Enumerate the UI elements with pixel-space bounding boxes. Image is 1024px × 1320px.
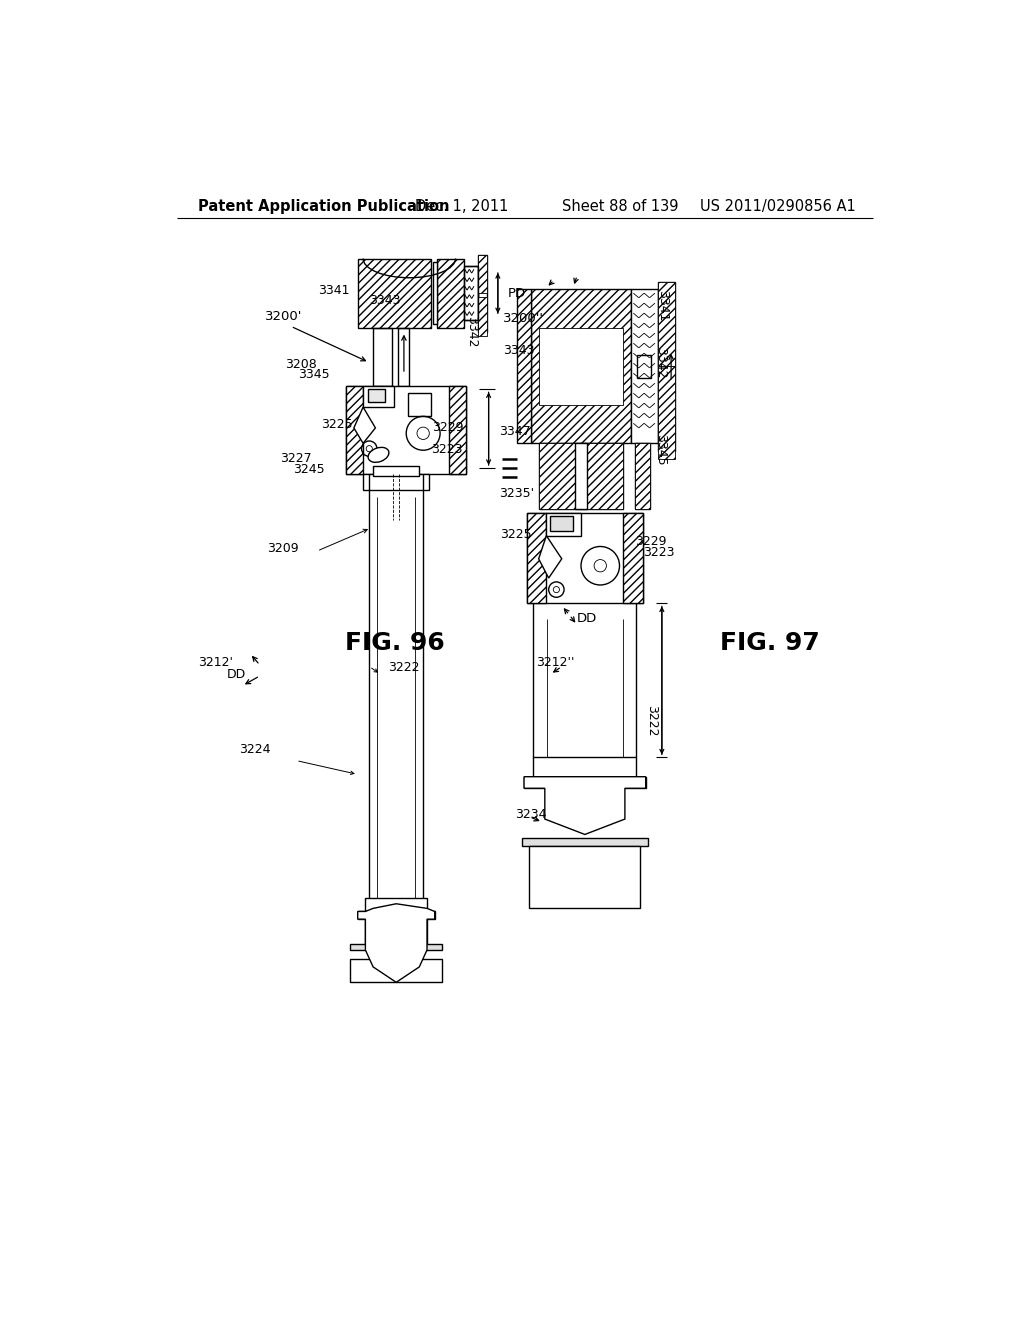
Bar bbox=[547, 512, 581, 536]
Bar bbox=[464, 267, 478, 321]
Bar bbox=[635, 444, 650, 508]
Text: 3347: 3347 bbox=[499, 425, 530, 438]
Text: 3342: 3342 bbox=[654, 347, 668, 379]
Bar bbox=[397, 327, 410, 385]
Bar bbox=[527, 512, 547, 603]
Text: 3342: 3342 bbox=[466, 315, 478, 347]
Polygon shape bbox=[357, 904, 435, 982]
Bar bbox=[539, 444, 624, 508]
Bar bbox=[364, 385, 394, 407]
Bar bbox=[550, 516, 573, 531]
Text: Dec. 1, 2011: Dec. 1, 2011 bbox=[416, 198, 509, 214]
Text: 3235': 3235' bbox=[499, 487, 534, 500]
Bar bbox=[527, 512, 547, 603]
Text: 3224: 3224 bbox=[240, 743, 270, 756]
Bar bbox=[373, 466, 419, 475]
Bar bbox=[366, 898, 427, 911]
Bar bbox=[517, 289, 531, 444]
Bar bbox=[478, 255, 487, 293]
Text: 3212'': 3212'' bbox=[536, 656, 574, 669]
Text: 3222: 3222 bbox=[388, 661, 420, 675]
Text: 3225: 3225 bbox=[500, 528, 531, 541]
Text: US 2011/0290856 A1: US 2011/0290856 A1 bbox=[700, 198, 856, 214]
Text: 3212': 3212' bbox=[198, 656, 233, 669]
Polygon shape bbox=[354, 407, 376, 444]
Text: Patent Application Publication: Patent Application Publication bbox=[199, 198, 450, 214]
Polygon shape bbox=[539, 536, 562, 578]
Bar bbox=[624, 512, 643, 603]
Text: 3227: 3227 bbox=[280, 453, 311, 465]
Bar bbox=[368, 388, 385, 403]
Bar bbox=[478, 255, 487, 331]
Bar bbox=[624, 512, 643, 603]
Text: 3223: 3223 bbox=[431, 444, 463, 455]
Bar bbox=[539, 327, 624, 405]
Text: 3208: 3208 bbox=[285, 358, 316, 371]
Bar bbox=[658, 281, 675, 451]
Text: DD: DD bbox=[578, 612, 597, 626]
Bar bbox=[366, 919, 427, 950]
Text: 3225: 3225 bbox=[321, 418, 352, 432]
Bar bbox=[408, 393, 431, 416]
Ellipse shape bbox=[368, 447, 389, 462]
Text: 3229: 3229 bbox=[432, 421, 464, 434]
Text: FIG. 96: FIG. 96 bbox=[345, 631, 444, 656]
Text: 3341: 3341 bbox=[655, 290, 669, 322]
Text: FIG. 97: FIG. 97 bbox=[720, 631, 819, 656]
Bar bbox=[531, 289, 631, 444]
Bar bbox=[433, 263, 437, 323]
Bar bbox=[346, 385, 364, 474]
Bar bbox=[658, 281, 675, 367]
Bar bbox=[346, 385, 466, 474]
Text: 3223: 3223 bbox=[643, 546, 675, 560]
Text: 3343: 3343 bbox=[503, 345, 535, 358]
Text: 3229: 3229 bbox=[635, 536, 667, 548]
Text: 3343: 3343 bbox=[370, 294, 400, 308]
Bar bbox=[534, 758, 637, 776]
Text: 3209: 3209 bbox=[267, 541, 298, 554]
Bar bbox=[449, 385, 466, 474]
Bar bbox=[478, 297, 487, 335]
Text: 3222: 3222 bbox=[645, 705, 658, 737]
Bar bbox=[531, 289, 631, 444]
Text: DD: DD bbox=[226, 668, 246, 681]
Bar bbox=[350, 944, 442, 950]
Bar bbox=[631, 289, 658, 444]
Bar bbox=[574, 444, 587, 508]
Bar bbox=[658, 367, 675, 459]
Text: 3345: 3345 bbox=[298, 368, 330, 381]
Bar bbox=[517, 289, 531, 444]
Bar bbox=[637, 355, 651, 378]
Bar bbox=[357, 259, 431, 327]
Bar bbox=[529, 846, 640, 908]
Text: PD: PD bbox=[508, 286, 526, 300]
Text: 3200'': 3200'' bbox=[503, 312, 544, 325]
Bar bbox=[350, 960, 442, 982]
Bar bbox=[437, 259, 464, 327]
Text: Sheet 88 of 139: Sheet 88 of 139 bbox=[562, 198, 678, 214]
Polygon shape bbox=[524, 776, 646, 834]
Text: 3234: 3234 bbox=[515, 808, 547, 821]
Text: 3341: 3341 bbox=[318, 284, 350, 297]
Bar bbox=[357, 259, 431, 327]
Bar bbox=[346, 385, 364, 474]
Bar bbox=[449, 385, 466, 474]
Text: 3345: 3345 bbox=[654, 434, 668, 465]
Bar bbox=[364, 474, 429, 490]
Bar bbox=[527, 512, 643, 603]
Bar bbox=[635, 444, 650, 508]
Bar bbox=[373, 327, 392, 385]
Bar bbox=[373, 950, 419, 961]
Bar bbox=[524, 776, 646, 788]
Bar bbox=[437, 259, 464, 327]
Bar bbox=[539, 444, 624, 508]
Bar bbox=[521, 838, 648, 846]
Text: 3245: 3245 bbox=[293, 463, 325, 477]
Text: 3200': 3200' bbox=[265, 310, 303, 323]
Bar bbox=[357, 911, 435, 919]
